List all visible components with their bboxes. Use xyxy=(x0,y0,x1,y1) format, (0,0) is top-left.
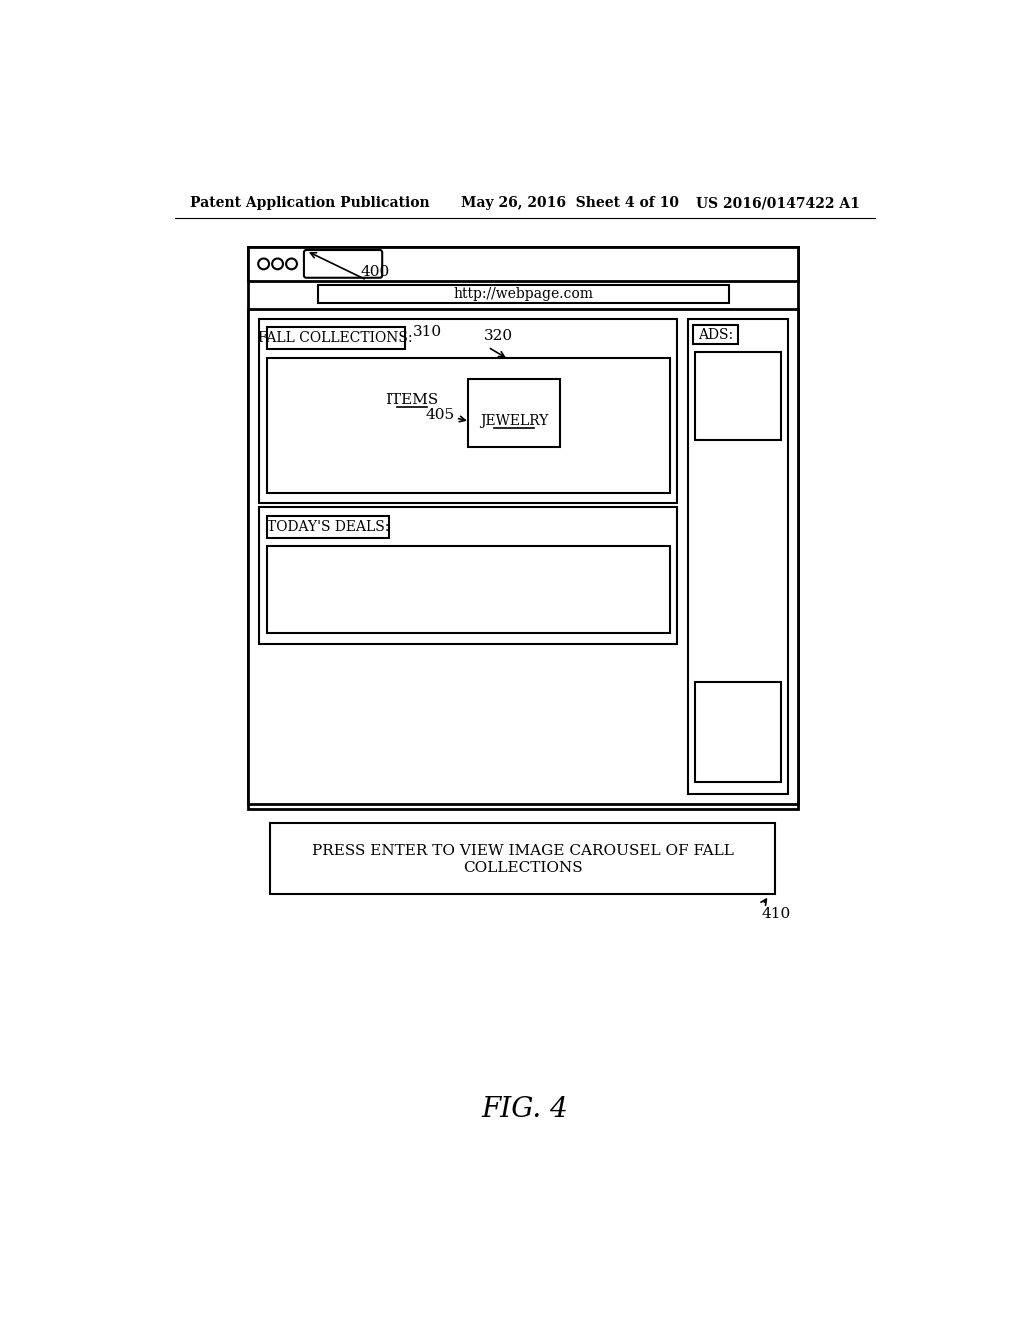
Bar xyxy=(259,507,678,644)
Text: TODAY'S DEALS:: TODAY'S DEALS: xyxy=(267,520,389,535)
Bar xyxy=(248,247,799,281)
Bar xyxy=(266,327,404,348)
Text: 310: 310 xyxy=(413,325,441,339)
Text: FALL COLLECTIONS:: FALL COLLECTIONS: xyxy=(258,331,413,345)
Bar xyxy=(248,247,799,809)
Text: US 2016/0147422 A1: US 2016/0147422 A1 xyxy=(695,197,859,210)
Text: 410: 410 xyxy=(761,907,791,921)
Bar xyxy=(266,516,389,539)
Text: PRESS ENTER TO VIEW IMAGE CAROUSEL OF FALL: PRESS ENTER TO VIEW IMAGE CAROUSEL OF FA… xyxy=(311,843,733,858)
Text: Patent Application Publication: Patent Application Publication xyxy=(190,197,430,210)
Bar xyxy=(468,379,560,447)
Text: 405: 405 xyxy=(426,408,455,421)
Text: JEWELRY: JEWELRY xyxy=(480,414,548,429)
Text: FIG. 4: FIG. 4 xyxy=(481,1096,568,1123)
Text: COLLECTIONS: COLLECTIONS xyxy=(463,861,583,875)
Bar xyxy=(259,319,678,503)
Text: 320: 320 xyxy=(484,329,513,343)
Bar xyxy=(693,326,738,345)
FancyBboxPatch shape xyxy=(304,249,382,277)
Bar xyxy=(317,285,729,304)
Text: ADS:: ADS: xyxy=(698,327,733,342)
Text: 400: 400 xyxy=(360,265,390,280)
Text: May 26, 2016  Sheet 4 of 10: May 26, 2016 Sheet 4 of 10 xyxy=(461,197,679,210)
Bar xyxy=(266,358,670,494)
Bar xyxy=(270,822,775,894)
Bar xyxy=(688,319,787,793)
Bar xyxy=(248,309,799,804)
Text: ITEMS: ITEMS xyxy=(385,393,438,407)
Bar xyxy=(694,682,781,781)
Text: http://webpage.com: http://webpage.com xyxy=(454,286,593,301)
Bar xyxy=(694,351,781,441)
Bar xyxy=(266,545,670,632)
